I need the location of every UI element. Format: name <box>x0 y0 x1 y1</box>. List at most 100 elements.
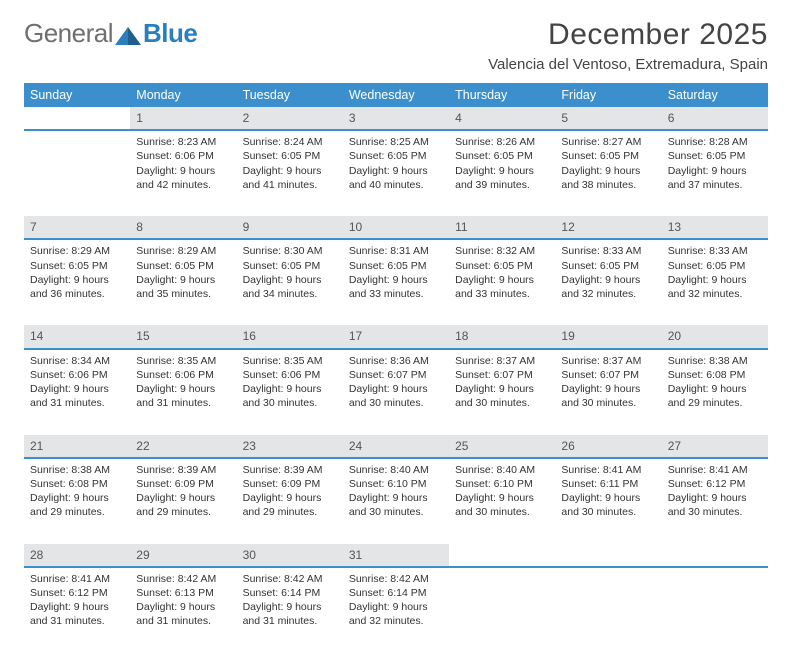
sunrise-text: Sunrise: 8:33 AM <box>668 244 762 258</box>
day-cell-body: Sunrise: 8:41 AMSunset: 6:11 PMDaylight:… <box>555 459 661 526</box>
calendar-page: General Blue December 2025 Valencia del … <box>0 0 792 612</box>
day-cell-body: Sunrise: 8:33 AMSunset: 6:05 PMDaylight:… <box>555 240 661 307</box>
sunset-text: Sunset: 6:05 PM <box>349 149 443 163</box>
sunrise-text: Sunrise: 8:35 AM <box>243 354 337 368</box>
d1-text: Daylight: 9 hours <box>136 164 230 178</box>
sunrise-text: Sunrise: 8:28 AM <box>668 135 762 149</box>
day-cell: Sunrise: 8:37 AMSunset: 6:07 PMDaylight:… <box>449 349 555 435</box>
d1-text: Daylight: 9 hours <box>561 382 655 396</box>
d1-text: Daylight: 9 hours <box>349 273 443 287</box>
day-cell-body: Sunrise: 8:34 AMSunset: 6:06 PMDaylight:… <box>24 350 130 417</box>
day-number <box>24 107 130 130</box>
day-cell: Sunrise: 8:38 AMSunset: 6:08 PMDaylight:… <box>662 349 768 435</box>
day-cell-body: Sunrise: 8:24 AMSunset: 6:05 PMDaylight:… <box>237 131 343 198</box>
sunrise-text: Sunrise: 8:41 AM <box>561 463 655 477</box>
day-cell: Sunrise: 8:30 AMSunset: 6:05 PMDaylight:… <box>237 239 343 325</box>
day-number: 9 <box>237 216 343 239</box>
d1-text: Daylight: 9 hours <box>30 273 124 287</box>
day-cell-body: Sunrise: 8:38 AMSunset: 6:08 PMDaylight:… <box>662 350 768 417</box>
week-row: Sunrise: 8:23 AMSunset: 6:06 PMDaylight:… <box>24 130 768 216</box>
day-number: 15 <box>130 325 236 348</box>
week-row: Sunrise: 8:29 AMSunset: 6:05 PMDaylight:… <box>24 239 768 325</box>
sunrise-text: Sunrise: 8:23 AM <box>136 135 230 149</box>
sunset-text: Sunset: 6:05 PM <box>455 259 549 273</box>
sunset-text: Sunset: 6:09 PM <box>243 477 337 491</box>
location: Valencia del Ventoso, Extremadura, Spain <box>488 56 768 73</box>
day-cell: Sunrise: 8:34 AMSunset: 6:06 PMDaylight:… <box>24 349 130 435</box>
d2-text: and 29 minutes. <box>668 396 762 410</box>
d1-text: Daylight: 9 hours <box>668 382 762 396</box>
d2-text: and 30 minutes. <box>243 396 337 410</box>
d1-text: Daylight: 9 hours <box>668 491 762 505</box>
title-block: December 2025 Valencia del Ventoso, Extr… <box>488 18 768 73</box>
sunrise-text: Sunrise: 8:38 AM <box>30 463 124 477</box>
sunrise-text: Sunrise: 8:30 AM <box>243 244 337 258</box>
sunset-text: Sunset: 6:05 PM <box>561 259 655 273</box>
day-cell: Sunrise: 8:40 AMSunset: 6:10 PMDaylight:… <box>449 458 555 544</box>
d2-text: and 40 minutes. <box>349 178 443 192</box>
d1-text: Daylight: 9 hours <box>243 491 337 505</box>
day-number: 17 <box>343 325 449 348</box>
logo: General Blue <box>24 18 197 49</box>
d1-text: Daylight: 9 hours <box>668 164 762 178</box>
sunset-text: Sunset: 6:06 PM <box>30 368 124 382</box>
sunrise-text: Sunrise: 8:34 AM <box>30 354 124 368</box>
sunset-text: Sunset: 6:05 PM <box>455 149 549 163</box>
sunset-text: Sunset: 6:14 PM <box>349 586 443 600</box>
d2-text: and 30 minutes. <box>349 396 443 410</box>
day-cell-body: Sunrise: 8:37 AMSunset: 6:07 PMDaylight:… <box>555 350 661 417</box>
day-number: 28 <box>24 544 130 567</box>
d1-text: Daylight: 9 hours <box>243 164 337 178</box>
sunrise-text: Sunrise: 8:42 AM <box>349 572 443 586</box>
day-cell <box>449 567 555 653</box>
sunrise-text: Sunrise: 8:42 AM <box>136 572 230 586</box>
d2-text: and 33 minutes. <box>455 287 549 301</box>
day-number <box>449 544 555 567</box>
day-cell: Sunrise: 8:42 AMSunset: 6:14 PMDaylight:… <box>343 567 449 653</box>
month-title: December 2025 <box>488 18 768 52</box>
weekday-header: Sunday <box>24 83 130 107</box>
d2-text: and 31 minutes. <box>30 614 124 628</box>
d2-text: and 33 minutes. <box>349 287 443 301</box>
d2-text: and 30 minutes. <box>561 505 655 519</box>
day-cell: Sunrise: 8:36 AMSunset: 6:07 PMDaylight:… <box>343 349 449 435</box>
day-number: 24 <box>343 435 449 458</box>
day-number: 26 <box>555 435 661 458</box>
d2-text: and 31 minutes. <box>136 396 230 410</box>
day-cell-body: Sunrise: 8:29 AMSunset: 6:05 PMDaylight:… <box>130 240 236 307</box>
d2-text: and 31 minutes. <box>30 396 124 410</box>
d1-text: Daylight: 9 hours <box>136 600 230 614</box>
day-cell <box>555 567 661 653</box>
daynum-row: 78910111213 <box>24 216 768 239</box>
d2-text: and 41 minutes. <box>243 178 337 192</box>
sunset-text: Sunset: 6:05 PM <box>668 149 762 163</box>
sunrise-text: Sunrise: 8:35 AM <box>136 354 230 368</box>
day-cell-body: Sunrise: 8:38 AMSunset: 6:08 PMDaylight:… <box>24 459 130 526</box>
d2-text: and 39 minutes. <box>455 178 549 192</box>
d2-text: and 32 minutes. <box>349 614 443 628</box>
sunrise-text: Sunrise: 8:40 AM <box>349 463 443 477</box>
sunset-text: Sunset: 6:05 PM <box>349 259 443 273</box>
sunset-text: Sunset: 6:13 PM <box>136 586 230 600</box>
d1-text: Daylight: 9 hours <box>561 491 655 505</box>
calendar-table: Sunday Monday Tuesday Wednesday Thursday… <box>24 83 768 653</box>
sunset-text: Sunset: 6:05 PM <box>30 259 124 273</box>
d1-text: Daylight: 9 hours <box>349 382 443 396</box>
d1-text: Daylight: 9 hours <box>668 273 762 287</box>
day-cell: Sunrise: 8:40 AMSunset: 6:10 PMDaylight:… <box>343 458 449 544</box>
weekday-header: Thursday <box>449 83 555 107</box>
daynum-row: 21222324252627 <box>24 435 768 458</box>
sunrise-text: Sunrise: 8:26 AM <box>455 135 549 149</box>
day-cell-body: Sunrise: 8:30 AMSunset: 6:05 PMDaylight:… <box>237 240 343 307</box>
day-number: 10 <box>343 216 449 239</box>
day-cell-body: Sunrise: 8:29 AMSunset: 6:05 PMDaylight:… <box>24 240 130 307</box>
d1-text: Daylight: 9 hours <box>349 164 443 178</box>
day-cell-body: Sunrise: 8:33 AMSunset: 6:05 PMDaylight:… <box>662 240 768 307</box>
day-cell-body: Sunrise: 8:32 AMSunset: 6:05 PMDaylight:… <box>449 240 555 307</box>
day-number: 23 <box>237 435 343 458</box>
daynum-row: 28293031 <box>24 544 768 567</box>
week-row: Sunrise: 8:34 AMSunset: 6:06 PM Daylight:… <box>24 349 768 435</box>
day-cell: Sunrise: 8:33 AMSunset: 6:05 PMDaylight:… <box>555 239 661 325</box>
day-cell-body: Sunrise: 8:40 AMSunset: 6:10 PMDaylight:… <box>449 459 555 526</box>
d1-text: Daylight: 9 hours <box>136 382 230 396</box>
